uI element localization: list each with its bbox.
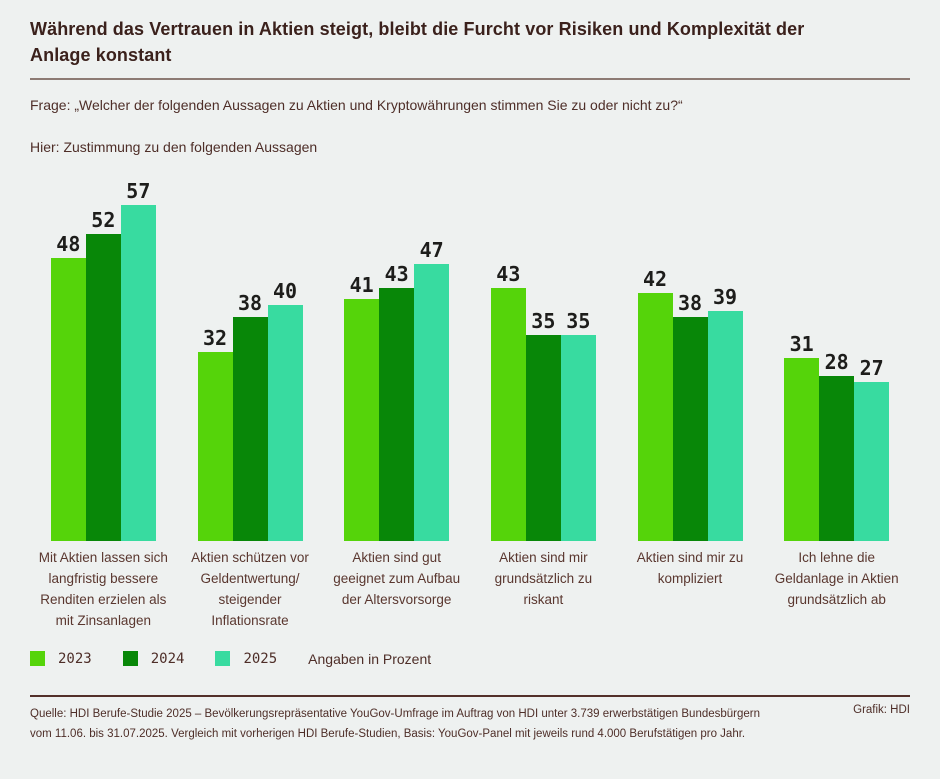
legend-label: 2024 xyxy=(150,650,185,667)
bar-2025 xyxy=(414,263,450,542)
legend-label: 2025 xyxy=(243,650,278,667)
bar-column: 31 xyxy=(784,332,820,542)
bar-value-label: 42 xyxy=(642,267,668,292)
bar-2024 xyxy=(232,317,268,542)
bar-group: 31 28 27 Ich lehne die Geldanlage in Aktien… xyxy=(763,161,910,632)
bar-cluster: 42 38 39 xyxy=(637,161,743,542)
bar-2024 xyxy=(819,376,855,542)
legend-item: 2025 xyxy=(215,651,277,667)
legend-item: 2024 xyxy=(122,650,185,667)
bar-column: 43 xyxy=(379,261,415,542)
bar-column: 39 xyxy=(707,285,743,542)
plot-area: 48 52 57 Mit Aktien lassen sich langfristig… xyxy=(30,161,910,632)
bar-cluster: 31 28 27 xyxy=(784,161,890,542)
grouped-bar-chart: 48 52 57 Mit Aktien lassen sich langfristig… xyxy=(30,161,910,668)
bar-value-label: 39 xyxy=(712,285,738,310)
bar-cluster: 48 52 57 xyxy=(50,161,156,542)
legend-label: 2023 xyxy=(58,650,92,667)
bar-value-label: 32 xyxy=(202,326,228,351)
bar-value-label: 35 xyxy=(531,308,556,333)
bar-value-label: 35 xyxy=(566,308,591,333)
bar-2023 xyxy=(490,287,526,542)
bar-column: 27 xyxy=(854,355,890,542)
bar-group: 43 35 35 Aktien sind mir grundsätzlich zu r… xyxy=(470,161,617,632)
bar-2023 xyxy=(50,258,86,542)
bar-value-label: 28 xyxy=(824,350,849,374)
page-title: Während das Vertrauen in Aktien steigt, … xyxy=(30,19,805,66)
category-label: Aktien sind mir grundsätzlich zu riskant xyxy=(494,550,593,608)
legend-swatch xyxy=(30,651,45,667)
bar-2025 xyxy=(267,305,303,542)
credit-note: Grafik: HDI xyxy=(853,703,910,716)
bar-value-label: 31 xyxy=(789,332,814,357)
bar-column: 32 xyxy=(197,326,233,542)
category-label: Aktien schützen vor Geldentwertung/ stei… xyxy=(191,550,309,628)
bar-2023 xyxy=(344,299,380,542)
bar-value-label: 47 xyxy=(419,237,444,262)
bar-column: 38 xyxy=(672,291,708,542)
unit-note: Angaben in Prozent xyxy=(308,650,432,667)
bar-2024 xyxy=(672,317,708,542)
bar-column: 52 xyxy=(85,208,121,542)
bar-column: 35 xyxy=(560,308,596,542)
bar-value-label: 52 xyxy=(91,208,116,233)
category-label: Ich lehne die Geldanlage in Aktien grund… xyxy=(774,550,899,608)
bar-column: 28 xyxy=(819,350,855,542)
bar-value-label: 57 xyxy=(126,178,151,203)
bar-column: 41 xyxy=(344,273,380,542)
bar-2024 xyxy=(85,234,121,542)
bar-2025 xyxy=(560,334,596,542)
bar-2025 xyxy=(707,311,743,542)
category-label: Aktien sind gut geeignet zum Aufbau der … xyxy=(333,550,461,608)
survey-question: Frage: „Welcher der folgenden Aussagen z… xyxy=(30,97,683,114)
bar-value-label: 38 xyxy=(237,291,263,315)
bar-group: 42 38 39 Aktien sind mir zu kompliziert xyxy=(617,161,764,632)
bar-column: 48 xyxy=(50,232,86,542)
bar-value-label: 41 xyxy=(349,273,374,298)
bar-group: 48 52 57 Mit Aktien lassen sich langfristig… xyxy=(30,161,177,632)
chart-legend: 2023 2024 2025 Angaben in Prozent xyxy=(30,650,910,668)
bar-column: 40 xyxy=(267,279,303,542)
bar-value-label: 48 xyxy=(56,232,81,256)
bar-column: 57 xyxy=(120,178,156,542)
bar-cluster: 32 38 40 xyxy=(197,161,303,542)
bar-2024 xyxy=(525,334,561,542)
bar-value-label: 38 xyxy=(677,291,703,315)
footer-divider xyxy=(30,694,910,697)
bar-column: 38 xyxy=(232,291,268,542)
bar-cluster: 41 43 47 xyxy=(344,161,450,542)
bar-column: 47 xyxy=(414,237,450,542)
bar-value-label: 43 xyxy=(384,261,409,286)
bar-value-label: 27 xyxy=(859,355,884,380)
bar-2025 xyxy=(120,204,156,542)
legend-swatch xyxy=(122,651,138,667)
source-line-1: Quelle: HDI Berufe-Studie 2025 – Bevölke… xyxy=(30,707,761,720)
category-label: Aktien sind mir zu kompliziert xyxy=(636,550,744,587)
bar-column: 35 xyxy=(525,308,561,542)
title-divider xyxy=(30,78,910,81)
category-label: Mit Aktien lassen sich langfristig besse… xyxy=(38,550,168,628)
bar-2023 xyxy=(784,358,820,542)
bar-group: 41 43 47 Aktien sind gut geeignet zum Aufba… xyxy=(323,161,470,632)
bar-value-label: 40 xyxy=(272,279,298,304)
bar-2023 xyxy=(197,352,233,542)
bar-cluster: 43 35 35 xyxy=(490,161,596,542)
legend-swatch xyxy=(215,651,231,667)
chart-subtitle: Hier: Zustimmung zu den folgenden Aussag… xyxy=(30,139,318,156)
bar-group: 32 38 40 Aktien schützen vor Geldentwertung… xyxy=(177,161,324,632)
legend-item: 2023 xyxy=(30,651,92,667)
bar-column: 43 xyxy=(490,261,526,542)
bar-2024 xyxy=(379,287,415,542)
bar-2025 xyxy=(854,381,890,542)
bar-value-label: 43 xyxy=(496,261,521,286)
footer: Quelle: HDI Berufe-Studie 2025 – Bevölke… xyxy=(30,704,910,744)
bar-column: 42 xyxy=(637,267,673,542)
source-note: Quelle: HDI Berufe-Studie 2025 – Bevölke… xyxy=(30,704,760,744)
source-line-2: vom 11.06. bis 31.07.2025. Vergleich mit… xyxy=(30,728,746,740)
bar-2023 xyxy=(637,293,673,542)
